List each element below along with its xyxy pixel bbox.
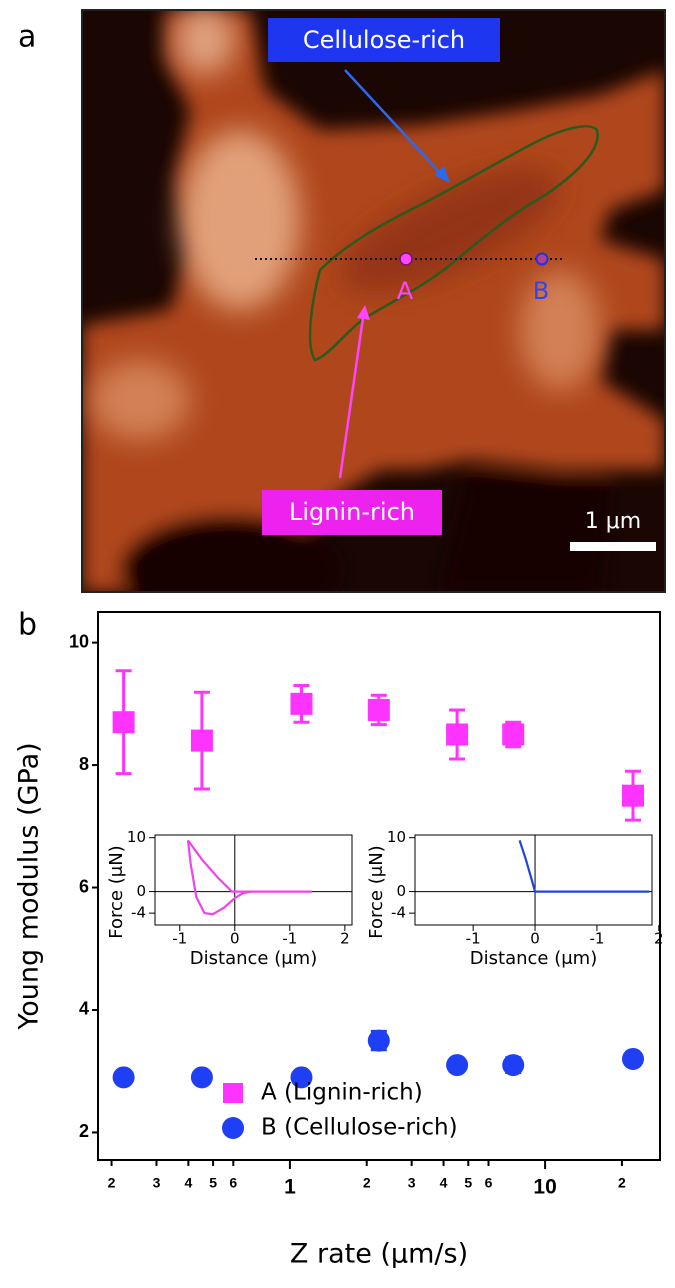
x-tick-label: 5 xyxy=(209,1175,217,1191)
region-label: Lignin-rich xyxy=(289,498,415,526)
x-tick-label: 0 xyxy=(530,930,540,948)
x-tick-label: 2 xyxy=(340,930,350,948)
x-tick-label: 6 xyxy=(229,1175,237,1191)
curve xyxy=(186,840,252,916)
x-axis-title: Distance (μm) xyxy=(190,948,317,969)
point xyxy=(290,1066,313,1089)
x-tick-label: 2 xyxy=(654,930,664,948)
point-label: B xyxy=(533,277,549,305)
y-tick-label: 6 xyxy=(79,876,89,896)
x-tick-label: -1 xyxy=(282,930,297,948)
region-label: Cellulose-rich xyxy=(303,26,465,54)
x-tick-label: 1 xyxy=(284,1176,296,1199)
x-tick-label: 6 xyxy=(485,1175,493,1191)
legend-marker xyxy=(223,1083,243,1103)
y-tick-label: 2 xyxy=(79,1121,89,1141)
curve xyxy=(187,839,312,893)
y-axis-title: Force (μN) xyxy=(366,845,387,938)
x-tick-label: -1 xyxy=(589,930,604,948)
y-axis-title: Force (μN) xyxy=(106,845,127,938)
y-tick-label: 0 xyxy=(136,882,146,900)
afm-image xyxy=(82,10,665,592)
point xyxy=(446,1054,469,1077)
plot-frame xyxy=(154,834,353,926)
y-tick-label: 0 xyxy=(396,882,406,900)
x-tick-label: 4 xyxy=(184,1175,192,1191)
point xyxy=(367,1029,390,1052)
point xyxy=(502,723,525,746)
point xyxy=(446,723,469,746)
x-axis-title: Z rate (μm/s) xyxy=(290,1239,468,1270)
point xyxy=(502,1054,525,1077)
point xyxy=(112,711,135,734)
y-tick-label: -4 xyxy=(131,904,146,922)
point xyxy=(290,692,313,715)
x-axis-title: Distance (μm) xyxy=(470,948,597,969)
x-tick-label: 2 xyxy=(618,1175,626,1191)
x-tick-label: 3 xyxy=(153,1175,161,1191)
x-tick-label: 2 xyxy=(108,1175,116,1191)
plot-frame xyxy=(414,834,653,926)
legend-label: A (Lignin-rich) xyxy=(261,1080,423,1106)
x-tick-label: -1 xyxy=(466,930,481,948)
x-tick-label: -1 xyxy=(172,930,187,948)
point xyxy=(190,729,213,752)
y-tick-label: 8 xyxy=(79,754,89,774)
y-tick-label: 10 xyxy=(127,828,146,846)
point xyxy=(112,1066,135,1089)
legend-marker xyxy=(222,1117,244,1139)
panel-label: a xyxy=(18,20,36,55)
point-label: A xyxy=(397,277,414,305)
point xyxy=(190,1066,213,1089)
point xyxy=(621,1047,644,1070)
point xyxy=(621,784,644,807)
x-tick-label: 5 xyxy=(464,1175,472,1191)
y-tick-label: 4 xyxy=(79,999,89,1019)
x-tick-label: 10 xyxy=(533,1176,556,1199)
x-tick-label: 2 xyxy=(363,1175,371,1191)
point xyxy=(367,698,390,721)
y-tick-label: -4 xyxy=(391,904,406,922)
curve xyxy=(518,840,650,893)
legend-label: B (Cellulose-rich) xyxy=(261,1115,458,1141)
y-tick-label: 10 xyxy=(69,631,89,651)
panel-label: b xyxy=(18,608,37,643)
scale-bar-label: 1 μm xyxy=(585,509,641,534)
x-tick-label: 4 xyxy=(440,1175,448,1191)
x-tick-label: 3 xyxy=(408,1175,416,1191)
x-tick-label: 0 xyxy=(230,930,240,948)
y-axis-title: Young modulus (GPa) xyxy=(14,742,45,1030)
y-tick-label: 10 xyxy=(387,828,406,846)
